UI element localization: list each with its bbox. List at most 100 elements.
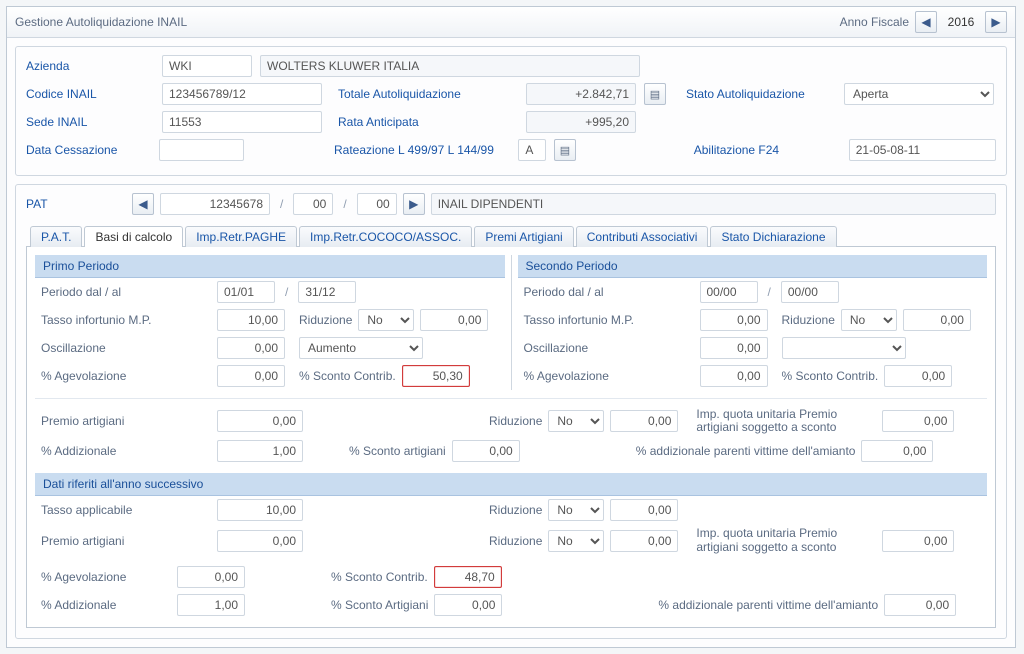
azienda-code-field[interactable]: WKI — [162, 55, 252, 77]
pat-code-field[interactable]: 12345678 — [160, 193, 270, 215]
mid-premio-val[interactable]: 0,00 — [217, 410, 303, 432]
p1-riduzione-label: Riduzione — [299, 313, 352, 327]
p2-al-field[interactable]: 00/00 — [781, 281, 839, 303]
next-riduzione-val[interactable]: 0,00 — [610, 499, 678, 521]
rateazione-label: Rateazione L 499/97 L 144/99 — [334, 143, 510, 157]
next-tasso-val[interactable]: 10,00 — [217, 499, 303, 521]
codice-inail-label: Codice INAIL — [26, 87, 154, 101]
mid-amianto-val[interactable]: 0,00 — [861, 440, 933, 462]
next-impquota-label: Imp. quota unitaria Premio artigiani sog… — [696, 527, 876, 553]
mid-sconto-art-val[interactable]: 0,00 — [452, 440, 520, 462]
secondo-periodo-title: Secondo Periodo — [518, 255, 988, 278]
rata-value: +995,20 — [526, 111, 636, 133]
mid-riduzione-select[interactable]: No — [548, 410, 604, 432]
azienda-label: Azienda — [26, 59, 154, 73]
p1-oscillazione-label: Oscillazione — [41, 341, 211, 355]
pat-seg1-field[interactable]: 00 — [293, 193, 333, 215]
mid-riduzione-label: Riduzione — [489, 414, 542, 428]
p2-oscillazione-label: Oscillazione — [524, 341, 694, 355]
pat-next-button[interactable]: ▶ — [403, 193, 425, 215]
tab-stato-dichiarazione[interactable]: Stato Dichiarazione — [710, 226, 836, 247]
mid-premio-label: Premio artigiani — [41, 414, 211, 428]
next-year-group: Dati riferiti all'anno successivo Tasso … — [35, 473, 987, 618]
titlebar: Gestione Autoliquidazione INAIL Anno Fis… — [7, 7, 1015, 38]
next-agev-label: % Agevolazione — [41, 570, 171, 584]
next-riduzione2-val[interactable]: 0,00 — [610, 530, 678, 552]
next-premio-val[interactable]: 0,00 — [217, 530, 303, 552]
abilitazione-label: Abilitazione F24 — [694, 143, 841, 157]
pat-prev-button[interactable]: ◀ — [132, 193, 154, 215]
next-addiz-val[interactable]: 1,00 — [177, 594, 245, 616]
sede-inail-field[interactable]: 11553 — [162, 111, 322, 133]
data-cessazione-field[interactable] — [159, 139, 244, 161]
pat-label: PAT — [26, 197, 126, 211]
p1-dal-field[interactable]: 01/01 — [217, 281, 275, 303]
totale-doc-button[interactable]: ▤ — [644, 83, 666, 105]
rateazione-field[interactable]: A — [518, 139, 546, 161]
p1-sconto-val[interactable]: 50,30 — [402, 365, 470, 387]
p2-periodo-label: Periodo dal / al — [524, 285, 694, 299]
p2-riduzione-val[interactable]: 0,00 — [903, 309, 971, 331]
p2-sconto-val[interactable]: 0,00 — [884, 365, 952, 387]
p2-tasso-field[interactable]: 0,00 — [700, 309, 768, 331]
p2-riduzione-label: Riduzione — [782, 313, 835, 327]
mid-impquota-val[interactable]: 0,00 — [882, 410, 954, 432]
p1-riduzione-select[interactable]: No — [358, 309, 414, 331]
p2-agev-label: % Agevolazione — [524, 369, 694, 383]
next-amianto-label: % addizionale parenti vittime dell'amian… — [658, 598, 878, 612]
tab-pat[interactable]: P.A.T. — [30, 226, 82, 247]
next-agev-val[interactable]: 0,00 — [177, 566, 245, 588]
window-title: Gestione Autoliquidazione INAIL — [15, 15, 187, 29]
p1-periodo-label: Periodo dal / al — [41, 285, 211, 299]
p2-agev-val[interactable]: 0,00 — [700, 365, 768, 387]
tab-impretr-paghe[interactable]: Imp.Retr.PAGHE — [185, 226, 297, 247]
p1-oscillazione-val[interactable]: 0,00 — [217, 337, 285, 359]
p2-dal-field[interactable]: 00/00 — [700, 281, 758, 303]
next-riduzione-select[interactable]: No — [548, 499, 604, 521]
document-icon: ▤ — [650, 88, 660, 101]
primo-periodo-title: Primo Periodo — [35, 255, 505, 278]
azienda-name-field: WOLTERS KLUWER ITALIA — [260, 55, 640, 77]
pat-seg2-field[interactable]: 00 — [357, 193, 397, 215]
period-divider — [511, 255, 512, 390]
next-addiz-label: % Addizionale — [41, 598, 171, 612]
next-sconto-contrib-val[interactable]: 48,70 — [434, 566, 502, 588]
mid-impquota-label: Imp. quota unitaria Premio artigiani sog… — [696, 408, 876, 434]
p2-oscillazione-select[interactable] — [782, 337, 906, 359]
tab-premi-artigiani[interactable]: Premi Artigiani — [474, 226, 573, 247]
window: Gestione Autoliquidazione INAIL Anno Fis… — [6, 6, 1016, 648]
totale-value: +2.842,71 — [526, 83, 636, 105]
primo-periodo-group: Primo Periodo Periodo dal / al 01/01 / 3… — [35, 255, 505, 390]
sede-inail-label: Sede INAIL — [26, 115, 154, 129]
stato-select[interactable]: Aperta — [844, 83, 994, 105]
next-impquota-val[interactable]: 0,00 — [882, 530, 954, 552]
next-amianto-val[interactable]: 0,00 — [884, 594, 956, 616]
rateazione-doc-button[interactable]: ▤ — [554, 139, 576, 161]
tab-basi-di-calcolo[interactable]: Basi di calcolo — [84, 226, 183, 247]
p1-agev-label: % Agevolazione — [41, 369, 211, 383]
year-prev-button[interactable]: ◀ — [915, 11, 937, 33]
abilitazione-field[interactable]: 21-05-08-11 — [849, 139, 996, 161]
pat-description-field: INAIL DIPENDENTI — [431, 193, 996, 215]
year-next-button[interactable]: ▶ — [985, 11, 1007, 33]
mid-riduzione-val[interactable]: 0,00 — [610, 410, 678, 432]
tab-contributi-associativi[interactable]: Contributi Associativi — [576, 226, 709, 247]
p1-oscillazione-select[interactable]: Aumento — [299, 337, 423, 359]
p1-tasso-label: Tasso infortunio M.P. — [41, 313, 211, 327]
next-sconto-art-val[interactable]: 0,00 — [434, 594, 502, 616]
p1-riduzione-val[interactable]: 0,00 — [420, 309, 488, 331]
mid-addiz-val[interactable]: 1,00 — [217, 440, 303, 462]
p1-al-field[interactable]: 31/12 — [298, 281, 356, 303]
p1-agev-val[interactable]: 0,00 — [217, 365, 285, 387]
next-riduzione2-select[interactable]: No — [548, 530, 604, 552]
next-year-title: Dati riferiti all'anno successivo — [35, 473, 987, 496]
p2-sconto-label: % Sconto Contrib. — [782, 369, 879, 383]
rata-label: Rata Anticipata — [338, 115, 518, 129]
p2-riduzione-select[interactable]: No — [841, 309, 897, 331]
pat-panel: PAT ◀ 12345678 / 00 / 00 ▶ INAIL DIPENDE… — [15, 184, 1007, 639]
p2-oscillazione-val[interactable]: 0,00 — [700, 337, 768, 359]
mid-amianto-label: % addizionale parenti vittime dell'amian… — [636, 444, 856, 458]
codice-inail-field[interactable]: 123456789/12 — [162, 83, 322, 105]
tab-impretr-cococo[interactable]: Imp.Retr.COCOCO/ASSOC. — [299, 226, 472, 247]
p1-tasso-field[interactable]: 10,00 — [217, 309, 285, 331]
